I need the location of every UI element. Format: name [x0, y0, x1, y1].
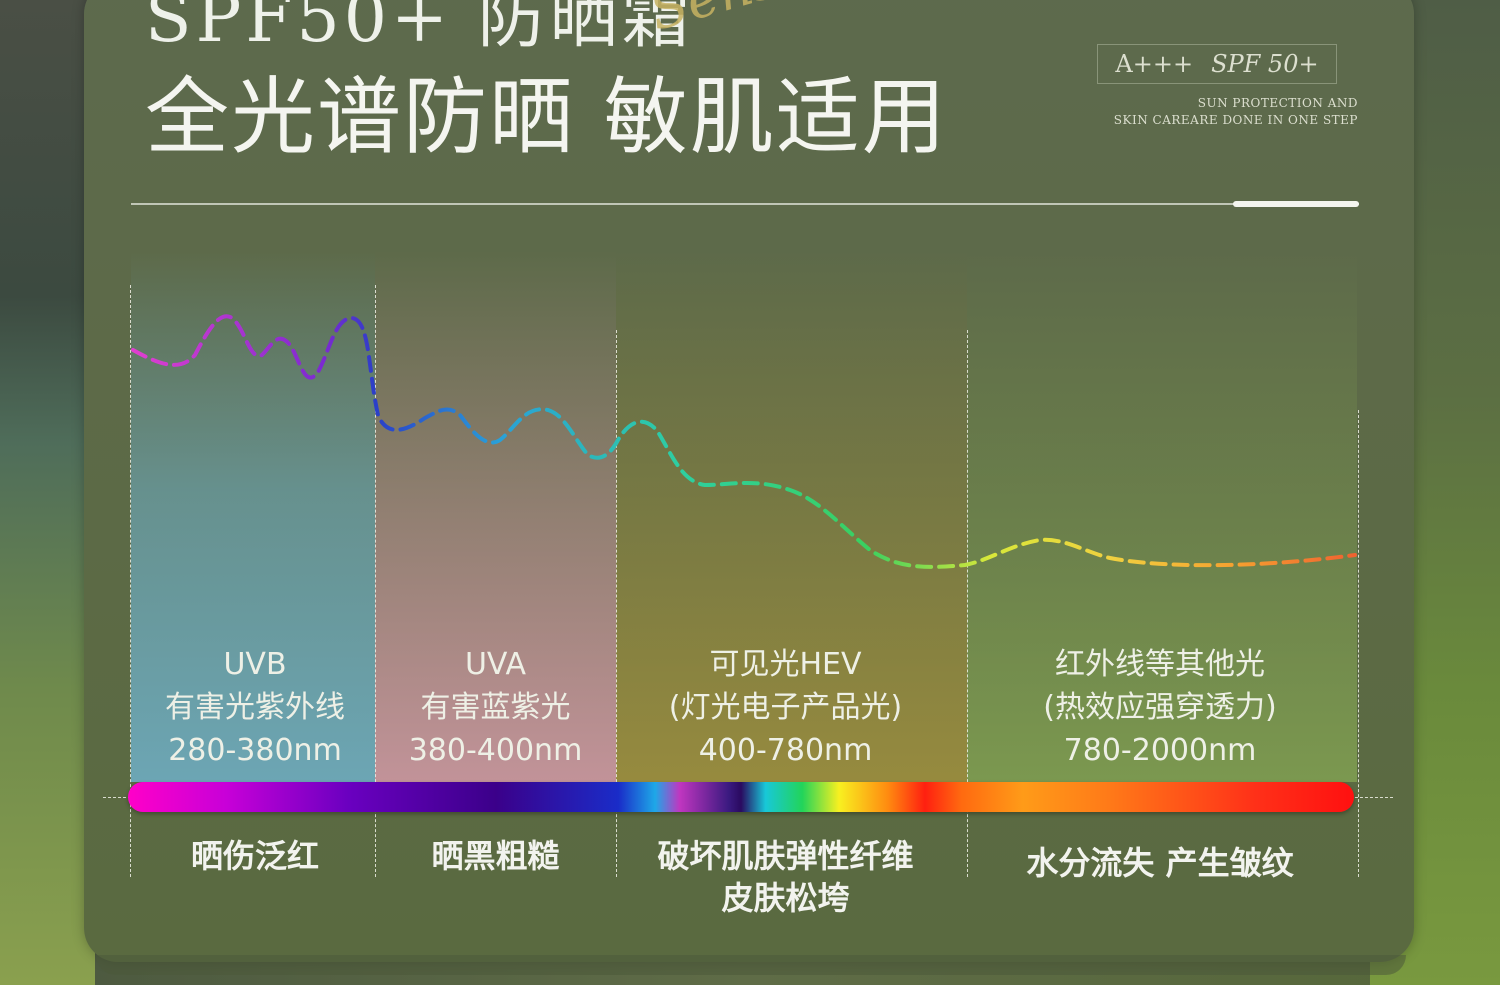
band-desc: (灯光电子产品光): [668, 690, 903, 725]
badge-rating: A+++: [1115, 50, 1194, 78]
band-label-ir: 红外线等其他光 (热效应强穿透力) 780-2000nm: [965, 643, 1355, 772]
tagline-line1: SUN PROTECTION AND: [1197, 96, 1358, 110]
effect-line1: 破坏肌肤弹性纤维: [657, 837, 914, 875]
spectrum-bar: [128, 782, 1354, 812]
band-name: UVA: [464, 647, 527, 682]
band-label-uva: UVA 有害蓝紫光 380-400nm: [375, 643, 616, 772]
band-name: 红外线等其他光: [1055, 647, 1265, 682]
effect-ir: 水分流失 产生皱纹: [965, 842, 1355, 884]
uva-band-fill: [375, 250, 616, 782]
band-desc: (热效应强穿透力): [1043, 690, 1277, 725]
band-desc: 有害光紫外线: [165, 690, 345, 725]
separator-5: [1358, 410, 1359, 877]
band-name: UVB: [223, 647, 287, 682]
band-range: 280-380nm: [168, 733, 342, 768]
effect-uva: 晒黑粗糙: [375, 835, 616, 877]
band-label-uvb: UVB 有害光紫外线 280-380nm: [133, 643, 377, 772]
effect-uvb: 晒伤泛红: [133, 835, 377, 877]
divider-line: [131, 203, 1359, 205]
ir-band-fill: [967, 250, 1357, 782]
spf-badge: A+++ SPF 50+: [1097, 44, 1337, 84]
badge-spf: SPF 50+: [1211, 50, 1319, 78]
effect-line2: 皮肤松垮: [721, 879, 850, 917]
headline-top-cut: SPF50+ 防晒霜: [145, 0, 694, 58]
separator-4: [967, 330, 968, 877]
effect-line1: 晒伤泛红: [190, 837, 319, 875]
effect-hev: 破坏肌肤弹性纤维 皮肤松垮: [610, 835, 961, 919]
tagline-line2: SKIN CAREARE DONE IN ONE STEP: [1113, 113, 1358, 127]
band-range: 780-2000nm: [1063, 733, 1257, 768]
hev-band-fill: [616, 250, 967, 782]
separator-1: [130, 285, 131, 877]
separator-3: [616, 330, 617, 877]
panel-shadow: [96, 955, 1406, 975]
band-range: 380-400nm: [408, 733, 583, 768]
effect-line1: 晒黑粗糙: [431, 837, 560, 875]
page-title: 全光谱防晒 敏肌适用: [145, 68, 948, 166]
background-left-scenery: [0, 0, 95, 985]
band-range: 400-780nm: [698, 733, 873, 768]
divider-indicator: [1233, 201, 1359, 207]
effect-line1: 水分流失 产生皱纹: [1026, 844, 1294, 882]
separator-2: [375, 285, 376, 877]
band-name: 可见光HEV: [709, 647, 862, 682]
band-desc: 有害蓝紫光: [420, 690, 571, 725]
band-label-hev: 可见光HEV (灯光电子产品光) 400-780nm: [610, 643, 961, 772]
